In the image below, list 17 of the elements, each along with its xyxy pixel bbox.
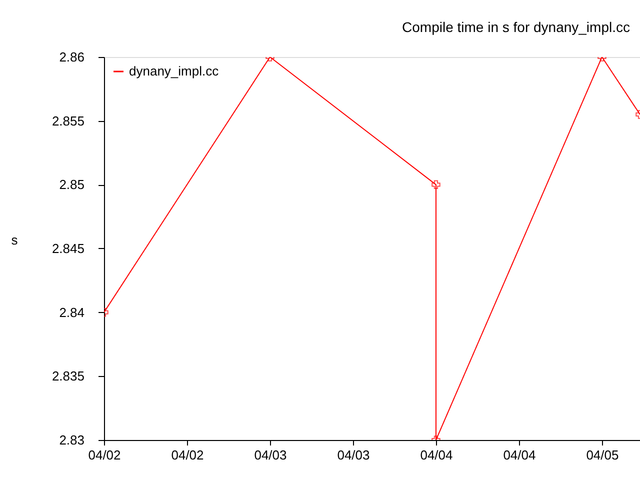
y-tick-label: 2.84 [59, 304, 84, 320]
y-axis-title: s [11, 232, 18, 248]
chart-title: Compile time in s for dynany_impl.cc [402, 19, 630, 35]
y-tick-label: 2.83 [59, 432, 84, 448]
x-tick-label: 04/05 [586, 448, 619, 462]
x-tick-label: 04/04 [503, 448, 536, 462]
x-tick-label: 04/03 [254, 448, 287, 462]
x-tick-label: 04/03 [337, 448, 370, 462]
y-tick-label: 2.86 [59, 50, 84, 64]
y-tick-label: 2.835 [52, 368, 84, 384]
y-tick-label: 2.855 [52, 113, 84, 128]
y-tick-label: 2.845 [52, 241, 84, 256]
legend-label: dynany_impl.cc [129, 64, 220, 78]
x-tick-label: 04/02 [171, 448, 204, 462]
x-tick-label: 04/04 [420, 448, 453, 462]
x-tick-label: 04/02 [88, 448, 121, 462]
y-tick-label: 2.85 [59, 177, 84, 192]
